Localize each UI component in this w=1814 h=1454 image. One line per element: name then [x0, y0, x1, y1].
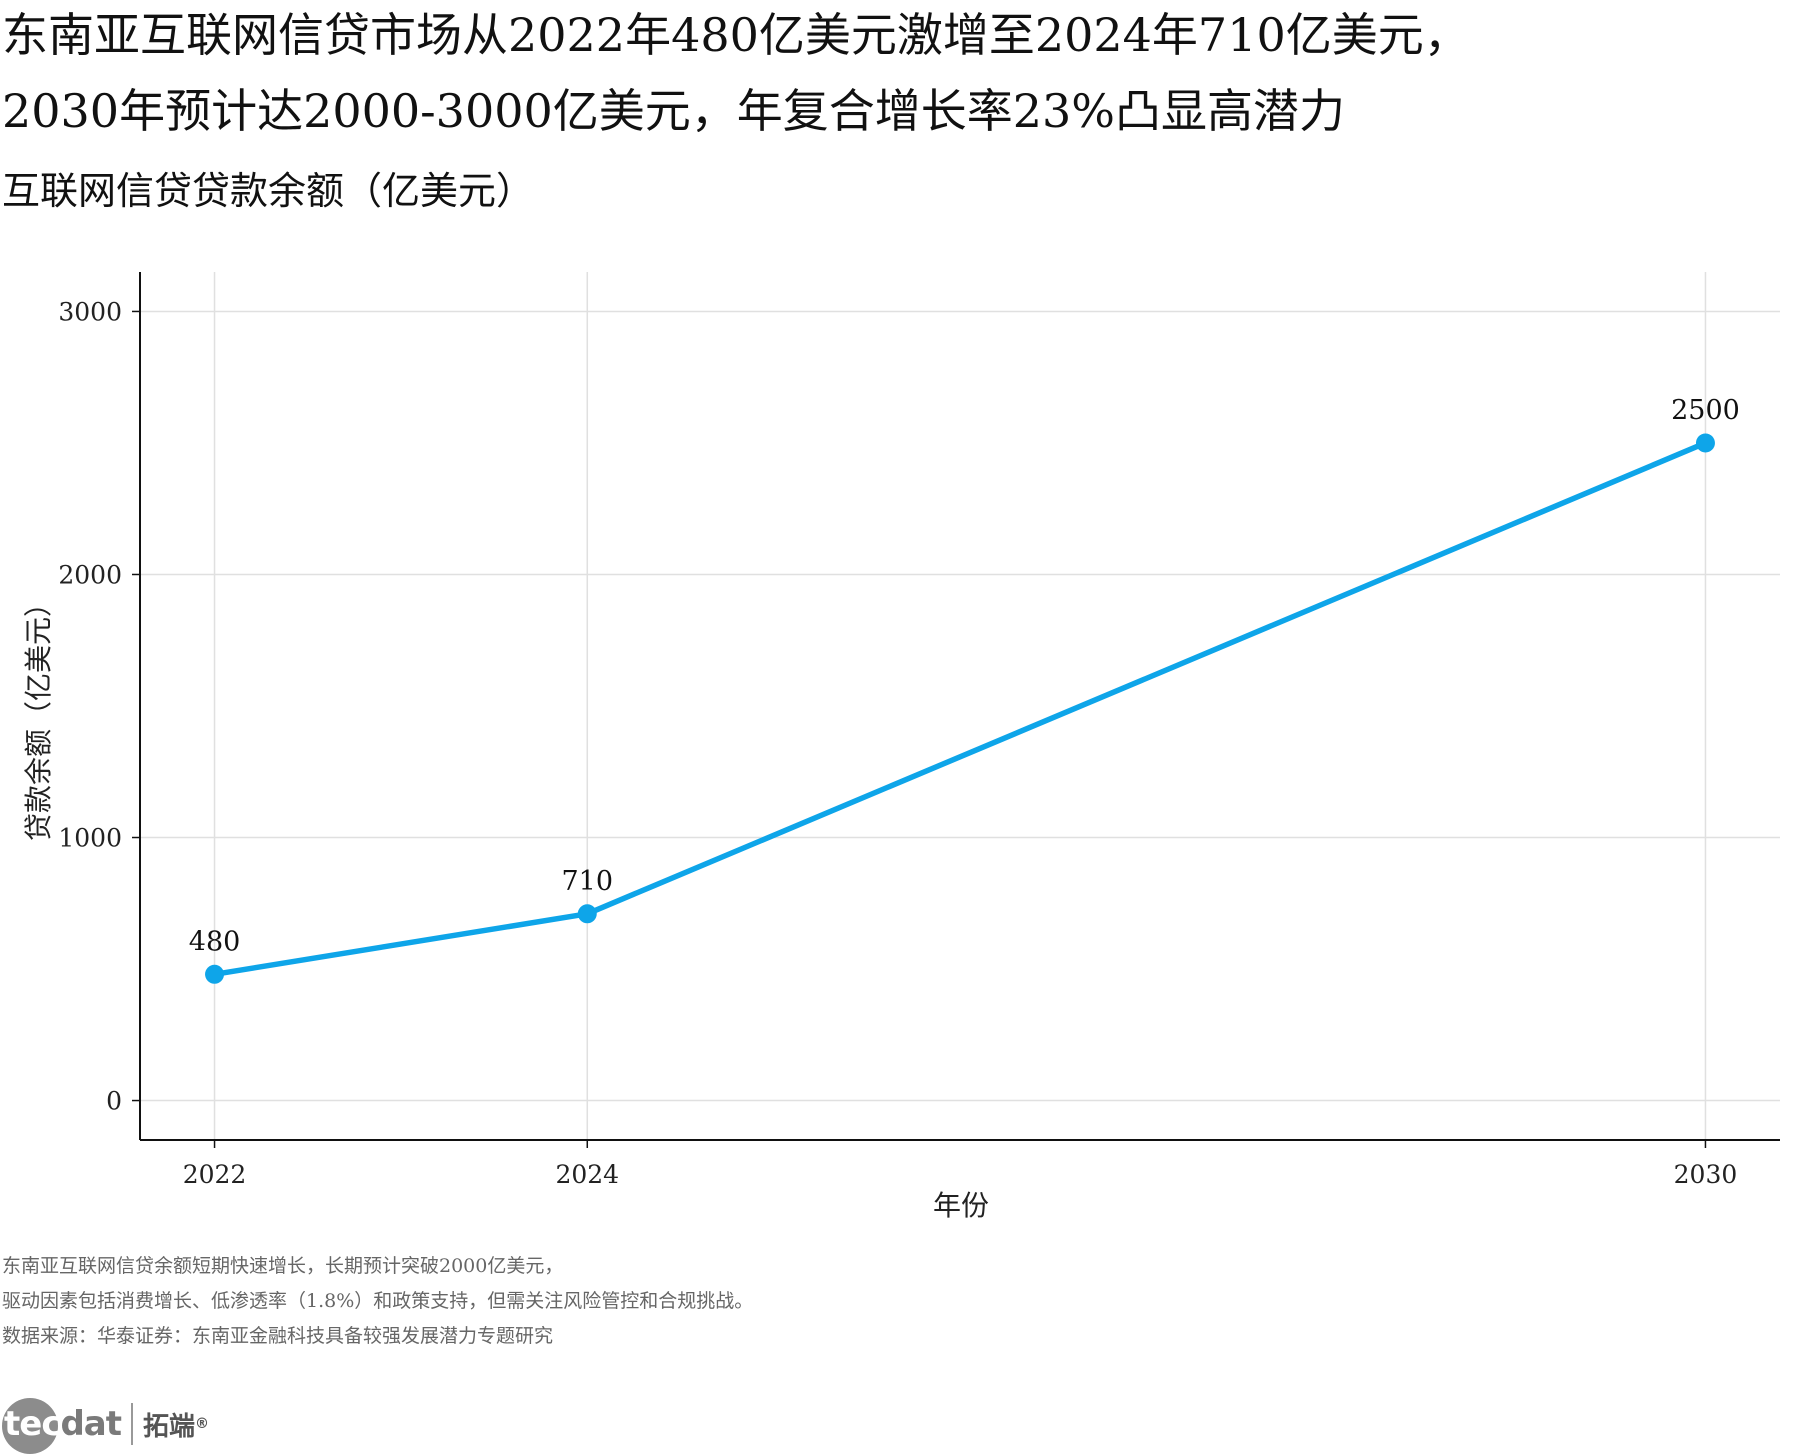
y-tick-label-3000: 3000 [58, 297, 122, 326]
y-tick-label-1000: 1000 [58, 824, 122, 853]
data-point-2022 [205, 964, 225, 984]
logo-registered-mark: ® [195, 1416, 210, 1432]
chart-title-line-2: 2030年预计达2000-3000亿美元，年复合增长率23%凸显高潜力 [2, 84, 1345, 138]
footer-source: 数据来源：华泰证券：东南亚金融科技具备较强发展潜力专题研究 [2, 1325, 554, 1347]
brand-logo: tecdat 拓端 ® [2, 1396, 210, 1454]
tecdat-logo-icon: tecdat [2, 1398, 122, 1454]
data-label-2024: 710 [561, 866, 613, 897]
labels-layer: 480 710 2500 [189, 395, 1740, 957]
logo-divider [131, 1403, 134, 1445]
data-point-2024 [577, 904, 597, 924]
x-tick-label-2024: 2024 [555, 1160, 619, 1189]
data-label-2030: 2500 [1671, 395, 1740, 426]
chart-subtitle: 互联网信贷贷款余额（亿美元） [2, 169, 535, 213]
footer-note-line-1: 东南亚互联网信贷余额短期快速增长，长期预计突破2000亿美元， [2, 1255, 564, 1277]
x-tick-label-2030: 2030 [1674, 1160, 1738, 1189]
y-tick-label-0: 0 [106, 1087, 122, 1116]
series-layer [205, 433, 1715, 984]
y-tick-label-2000: 2000 [58, 560, 122, 589]
data-point-2030 [1695, 433, 1715, 453]
grid-layer [140, 272, 1780, 1140]
y-axis-title: 贷款余额（亿美元） [22, 589, 55, 841]
data-label-2022: 480 [189, 926, 241, 957]
x-axis-title: 年份 [933, 1189, 989, 1222]
logo-name: 拓端 [143, 1411, 196, 1442]
footer-note-line-2: 驱动因素包括消费增长、低渗透率（1.8%）和政策支持，但需关注风险管控和合规挑战… [2, 1290, 754, 1312]
ticks-layer: 0 1000 2000 3000 2022 2024 2030 [58, 297, 1737, 1189]
axes-layer [139, 272, 1780, 1141]
logo-mark-tail: dat [60, 1404, 122, 1444]
series-line-0 [211, 440, 1709, 978]
x-tick-label-2022: 2022 [183, 1160, 247, 1189]
chart-title-line-1: 东南亚互联网信贷市场从2022年480亿美元激增至2024年710亿美元， [2, 8, 1470, 62]
logo-mark-head: tec [4, 1404, 61, 1444]
